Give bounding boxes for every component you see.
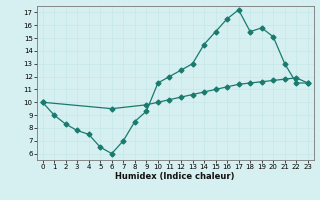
X-axis label: Humidex (Indice chaleur): Humidex (Indice chaleur) (116, 172, 235, 181)
